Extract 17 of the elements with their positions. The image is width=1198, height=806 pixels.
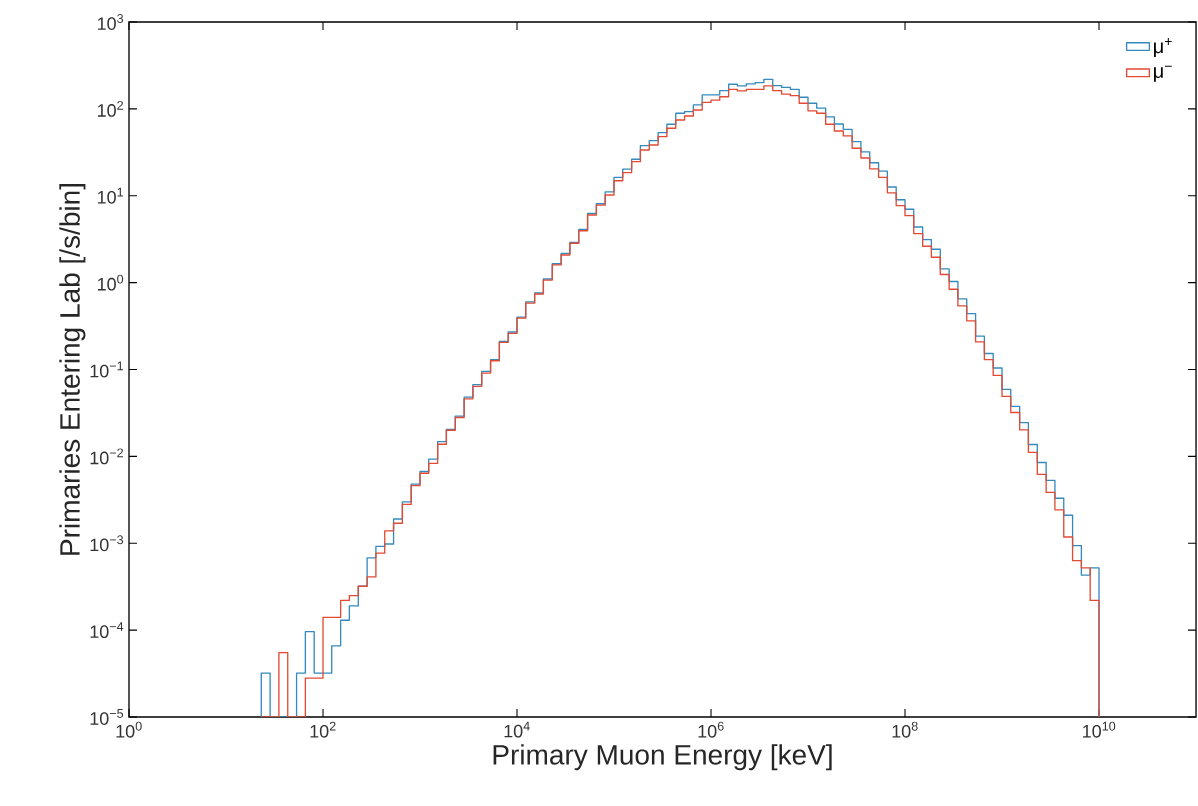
x-tick-label: 10$^{2}$ [310, 721, 336, 738]
y-tick-label: 10$^{3}$ [97, 14, 124, 30]
legend-label: μ$^{+}$ [1154, 38, 1172, 57]
y-tick-label: 10$^{−2}$ [90, 448, 123, 465]
y-tick-label: 10$^{1}$ [97, 187, 124, 204]
y-tick-label: 10$^{−4}$ [90, 622, 124, 639]
x-tick-label: 10$^{10}$ [1083, 721, 1116, 738]
y-tick-label: 10$^{0}$ [97, 274, 124, 291]
x-tick-label: 10$^{4}$ [504, 721, 530, 738]
y-axis-title: Primaries Entering Lab [/s/bin] [59, 184, 86, 555]
y-tick-label: 10$^{−3}$ [90, 535, 124, 552]
x-tick-label: 10$^{6}$ [698, 721, 724, 738]
y-tick-label: 10$^{2}$ [97, 100, 123, 117]
y-tick-label: 10$^{−1}$ [90, 361, 124, 378]
x-axis-title: Primary Muon Energy [keV] [493, 744, 832, 771]
x-tick-label: 10$^{8}$ [892, 721, 918, 738]
legend-label: μ$^{−}$ [1154, 65, 1172, 82]
